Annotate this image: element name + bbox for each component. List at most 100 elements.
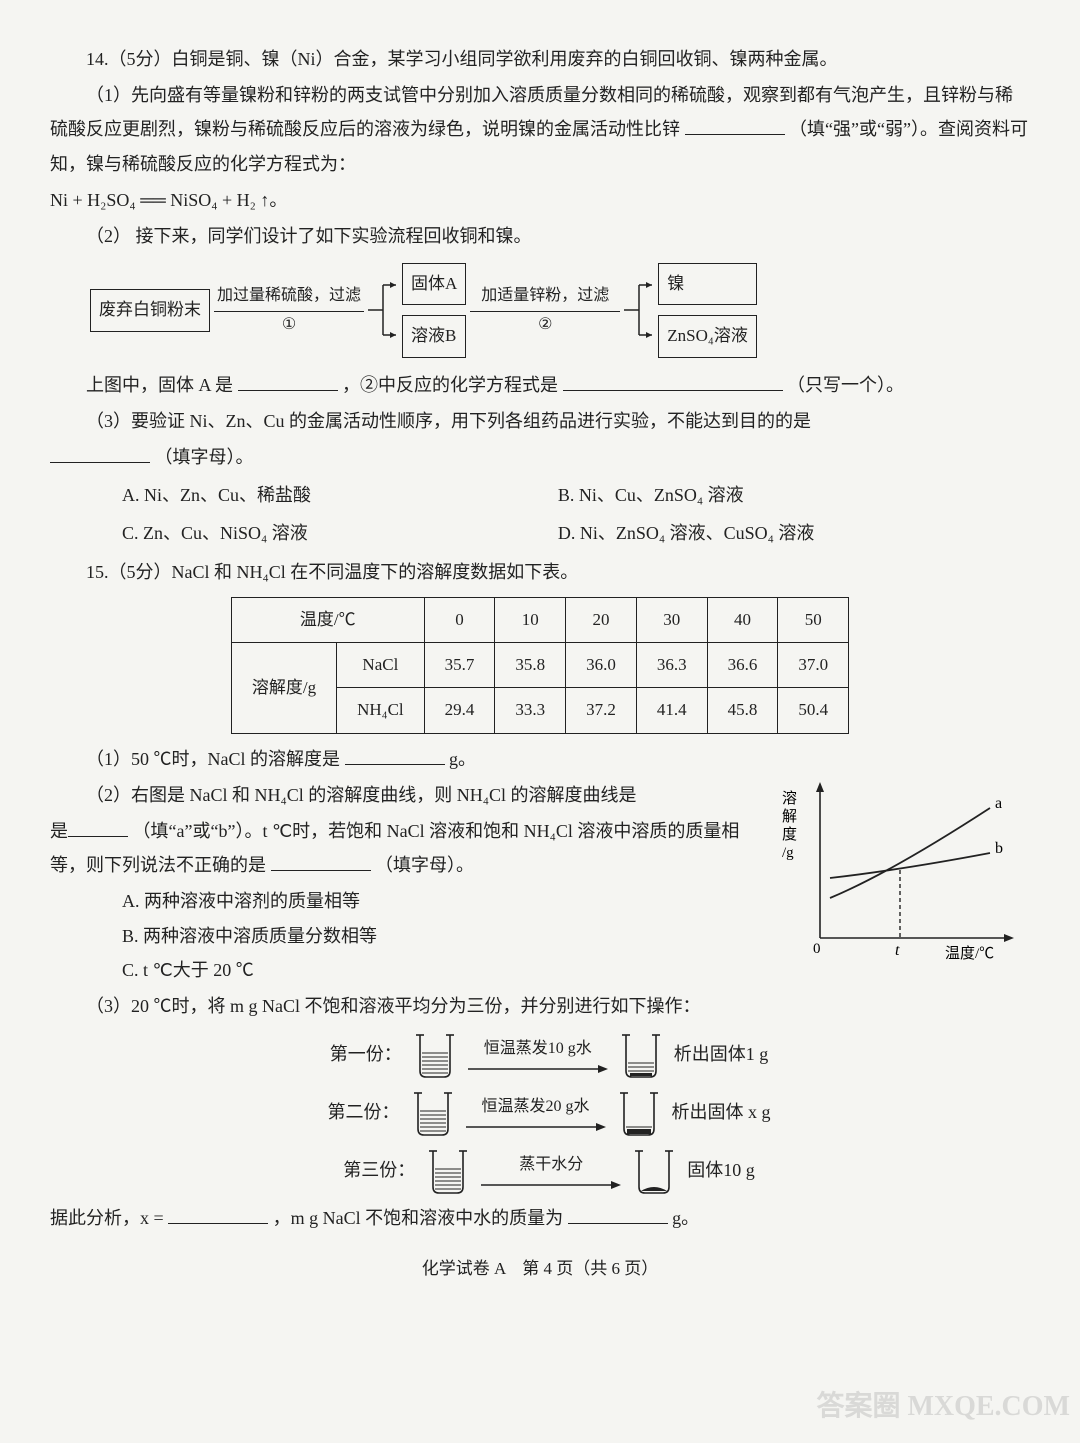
t-h-3: 30 bbox=[636, 597, 707, 642]
b1-action: 恒温蒸发10 g水 bbox=[484, 1034, 592, 1064]
q15-blank-4[interactable] bbox=[168, 1203, 268, 1224]
b2-result: 析出固体 x g bbox=[672, 1095, 771, 1129]
b1-lbl: 第一份： bbox=[312, 1037, 402, 1071]
t-h-4: 40 bbox=[707, 597, 778, 642]
page-footer: 化学试卷 A 第 4 页（共 6 页） bbox=[50, 1253, 1030, 1285]
q14-p1: （1）先向盛有等量镍粉和锌粉的两支试管中分别加入溶质质量分数相同的稀硫酸，观察到… bbox=[50, 78, 1030, 181]
beaker-icon bbox=[629, 1143, 679, 1197]
flow-arrow-2: 加适量锌粉，过滤 ② bbox=[470, 281, 620, 341]
b3-action: 蒸干水分 bbox=[519, 1150, 583, 1180]
flow-solB: 溶液B bbox=[402, 315, 466, 357]
t-row-sol: 溶解度/g bbox=[231, 643, 336, 734]
graph-label-b: b bbox=[995, 840, 1003, 857]
graph-origin: 0 bbox=[813, 941, 821, 957]
q14-p3b: （填字母）。 bbox=[155, 447, 254, 467]
q14-eq: Ni + H₂SO₄ ══ NiSO₄ + H₂ ↑。 bbox=[50, 183, 1030, 217]
beaker-icon bbox=[410, 1027, 460, 1081]
b2-action: 恒温蒸发20 g水 bbox=[481, 1092, 589, 1122]
q14-blank-4[interactable] bbox=[50, 442, 150, 463]
t-h-0: 0 bbox=[424, 597, 495, 642]
t-h-5: 50 bbox=[778, 597, 849, 642]
q15-blank-3[interactable] bbox=[271, 851, 371, 872]
q14-blank-3[interactable] bbox=[563, 370, 783, 391]
q15-p4b: ，m g NaCl 不饱和溶液中水的质量为 bbox=[273, 1208, 564, 1228]
flow-split-2 bbox=[624, 275, 654, 345]
b3-lbl: 第三份： bbox=[325, 1153, 415, 1187]
flow-znso4: ZnSO₄溶液 bbox=[658, 315, 757, 357]
q14-p2q-c: （只写一个）。 bbox=[787, 375, 904, 395]
t-m2: 37.2 bbox=[566, 688, 637, 733]
q14-p2q-b: ，②中反应的化学方程式是 bbox=[342, 375, 558, 395]
q15-p3: （3）20 ℃时，将 m g NaCl 不饱和溶液平均分为三份，并分别进行如下操… bbox=[50, 989, 1030, 1023]
q14-opt-D: D. Ni、ZnSO₄ 溶液、CuSO₄ 溶液 bbox=[558, 516, 994, 550]
q14-flowchart: 废弃白铜粉末 加过量稀硫酸，过滤 ① 固体A 溶液B 加适量锌粉，过滤 ② 镍 … bbox=[90, 263, 1030, 358]
q15-p4a: 据此分析，x = bbox=[50, 1208, 164, 1228]
t-c1: NaCl bbox=[337, 643, 425, 688]
t-h-1: 10 bbox=[495, 597, 566, 642]
t-c2: NH₄Cl bbox=[337, 688, 425, 733]
q15-p1b: g。 bbox=[449, 749, 476, 769]
t-n5: 37.0 bbox=[778, 643, 849, 688]
q14-blank-1[interactable] bbox=[685, 115, 785, 136]
graph-label-a: a bbox=[995, 795, 1002, 812]
b2-lbl: 第二份： bbox=[310, 1095, 400, 1129]
q14-opt-C: C. Zn、Cu、NiSO₄ 溶液 bbox=[122, 516, 558, 550]
flow-ni: 镍 bbox=[658, 263, 757, 305]
q14-p3: （3）要验证 Ni、Zn、Cu 的金属活动性顺序，用下列各组药品进行实验，不能达… bbox=[50, 404, 1030, 438]
flow-a1-bot: ① bbox=[282, 310, 296, 340]
q15-blank-2[interactable] bbox=[68, 816, 128, 837]
q15-p2c: （填字母）。 bbox=[375, 855, 474, 875]
q15-p1a: （1）50 ℃时，NaCl 的溶解度是 bbox=[86, 749, 340, 769]
q15-p4: 据此分析，x = ，m g NaCl 不饱和溶液中水的质量为 g。 bbox=[50, 1201, 1030, 1235]
svg-text:解: 解 bbox=[782, 808, 797, 825]
q14-blank-2[interactable] bbox=[238, 370, 338, 391]
q14-opt-B: B. Ni、Cu、ZnSO₄ 溶液 bbox=[558, 478, 994, 512]
t-m0: 29.4 bbox=[424, 688, 495, 733]
t-m1: 33.3 bbox=[495, 688, 566, 733]
t-row-temp: 温度/℃ bbox=[231, 597, 424, 642]
t-n3: 36.3 bbox=[636, 643, 707, 688]
flow-a1-top: 加过量稀硫酸，过滤 bbox=[217, 281, 361, 311]
q15-blank-1[interactable] bbox=[345, 744, 445, 765]
q15-p2a: （2）右图是 NaCl 和 NH₄Cl 的溶解度曲线，则 NH₄Cl 的溶解度曲… bbox=[86, 785, 637, 805]
q15-p4c: g。 bbox=[672, 1208, 699, 1228]
flow-arrow-1: 加过量稀硫酸，过滤 ① bbox=[214, 281, 364, 341]
graph-ylabel: 溶 bbox=[782, 790, 797, 807]
t-m5: 50.4 bbox=[778, 688, 849, 733]
q14-p2q-a: 上图中，固体 A 是 bbox=[86, 375, 233, 395]
q14-opt-A: A. Ni、Zn、Cu、稀盐酸 bbox=[122, 478, 558, 512]
q15-p1: （1）50 ℃时，NaCl 的溶解度是 g。 bbox=[50, 742, 1030, 776]
flow-solidA: 固体A bbox=[402, 263, 466, 305]
beaker-icon bbox=[408, 1085, 458, 1139]
beaker-icon bbox=[614, 1085, 664, 1139]
t-n2: 36.0 bbox=[566, 643, 637, 688]
b3-result: 固体10 g bbox=[687, 1153, 755, 1187]
svg-text:/g: /g bbox=[782, 845, 794, 861]
beaker-diagram: 第一份： 恒温蒸发10 g水 析出固体1 g 第二份： bbox=[50, 1027, 1030, 1197]
t-n0: 35.7 bbox=[424, 643, 495, 688]
q15-graph: 溶 解 度 /g a b 0 t 温度/℃ bbox=[780, 778, 1030, 979]
q15-header: 15.（5分）NaCl 和 NH₄Cl 在不同温度下的溶解度数据如下表。 bbox=[50, 555, 1030, 589]
t-m4: 45.8 bbox=[707, 688, 778, 733]
t-n1: 35.8 bbox=[495, 643, 566, 688]
graph-t: t bbox=[895, 942, 900, 959]
watermark: 答案圈 MXQE.COM bbox=[816, 1380, 1070, 1433]
q15-table: 温度/℃ 0 10 20 30 40 50 溶解度/g NaCl 35.7 35… bbox=[231, 597, 849, 734]
q14-p3a: （3）要验证 Ni、Zn、Cu 的金属活动性顺序，用下列各组药品进行实验，不能达… bbox=[86, 411, 811, 431]
flow-a2-bot: ② bbox=[538, 310, 552, 340]
beaker-icon bbox=[423, 1143, 473, 1197]
svg-text:度: 度 bbox=[782, 826, 797, 843]
flow-start: 废弃白铜粉末 bbox=[90, 289, 210, 331]
t-n4: 36.6 bbox=[707, 643, 778, 688]
beaker-icon bbox=[616, 1027, 666, 1081]
q14-p3-blank: （填字母）。 bbox=[50, 440, 1030, 474]
q14-header: 14.（5分）白铜是铜、镍（Ni）合金，某学习小组同学欲利用废弃的白铜回收铜、镍… bbox=[50, 42, 1030, 76]
q15-blank-5[interactable] bbox=[568, 1203, 668, 1224]
flow-a2-top: 加适量锌粉，过滤 bbox=[481, 281, 609, 311]
graph-xlabel: 温度/℃ bbox=[945, 945, 994, 962]
t-h-2: 20 bbox=[566, 597, 637, 642]
t-m3: 41.4 bbox=[636, 688, 707, 733]
q14-p2q: 上图中，固体 A 是 ，②中反应的化学方程式是 （只写一个）。 bbox=[50, 368, 1030, 402]
q14-options: A. Ni、Zn、Cu、稀盐酸 B. Ni、Cu、ZnSO₄ 溶液 C. Zn、… bbox=[122, 476, 1030, 552]
q14-p2: （2） 接下来，同学们设计了如下实验流程回收铜和镍。 bbox=[50, 219, 1030, 253]
